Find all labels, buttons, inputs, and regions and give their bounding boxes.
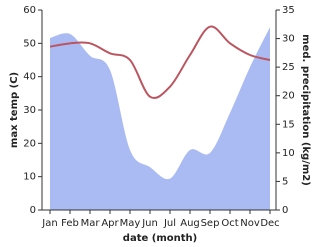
y-tick-label: 20 xyxy=(23,138,36,149)
x-tick-label: Mar xyxy=(81,218,101,229)
y-tick-label: 30 xyxy=(23,105,36,116)
y-tick-label: 50 xyxy=(23,38,36,49)
y2-tick-label: 20 xyxy=(282,91,295,102)
y-tick-label: 10 xyxy=(23,172,36,183)
x-tick-label: Feb xyxy=(61,218,79,229)
x-tick-label: Aug xyxy=(180,218,200,229)
x-tick-label: Sep xyxy=(201,218,220,229)
x-tick-label: Dec xyxy=(260,218,279,229)
y-tick-label: 40 xyxy=(23,72,36,83)
x-tick-label: Nov xyxy=(240,218,260,229)
x-tick-label: Jun xyxy=(141,218,158,229)
x-tick-label: May xyxy=(120,218,141,229)
y2-tick-label: 5 xyxy=(282,176,288,187)
y2-tick-label: 30 xyxy=(282,34,295,45)
y2-tick-label: 35 xyxy=(282,5,295,16)
precipitation-area xyxy=(50,27,270,211)
y2-tick-label: 15 xyxy=(282,119,295,130)
x-tick-label: Jan xyxy=(41,218,57,229)
y-tick-label: 60 xyxy=(23,5,36,16)
y-axis-label: max temp (C) xyxy=(9,72,20,148)
x-tick-label: Apr xyxy=(101,218,119,229)
y2-tick-label: 0 xyxy=(282,205,288,216)
temperature-line xyxy=(49,25,271,99)
y-tick-label: 0 xyxy=(30,205,36,216)
x-tick-label: Oct xyxy=(221,218,238,229)
x-axis-label: date (month) xyxy=(123,233,197,244)
y2-tick-label: 25 xyxy=(282,62,295,73)
x-tick-label: Jul xyxy=(163,218,176,229)
y2-axis-label: med. precipitation (kg/m2) xyxy=(300,34,311,186)
y2-tick-label: 10 xyxy=(282,148,295,159)
